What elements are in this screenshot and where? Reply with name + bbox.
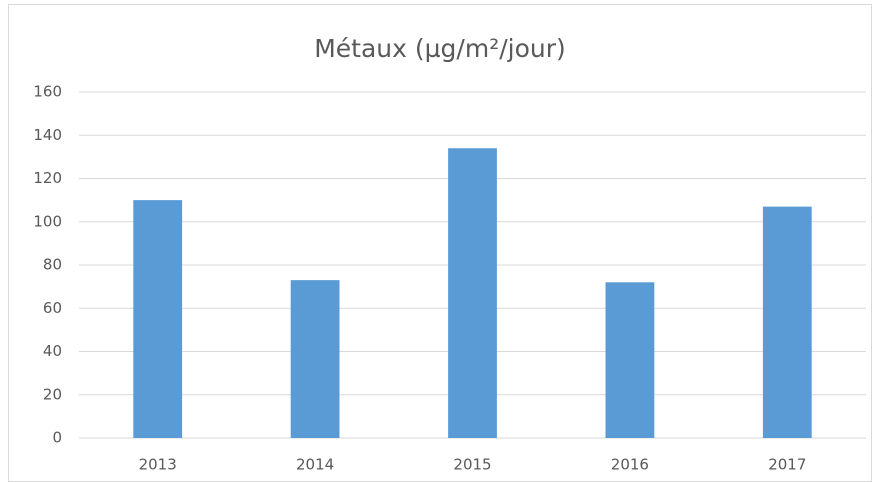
y-tick-label: 60	[43, 299, 62, 317]
chart-title: Métaux (µg/m²/jour)	[314, 34, 566, 63]
y-tick-label: 160	[33, 83, 62, 101]
bar	[605, 282, 655, 438]
x-tick-label: 2015	[453, 456, 491, 474]
bar	[762, 206, 812, 438]
y-tick-label: 100	[33, 212, 62, 230]
y-tick-label: 20	[43, 385, 62, 403]
y-tick-label: 0	[52, 429, 62, 447]
x-tick-label: 2017	[768, 456, 806, 474]
y-tick-label: 40	[43, 342, 62, 360]
y-tick-label: 140	[33, 126, 62, 144]
y-tick-label: 80	[43, 256, 62, 274]
y-tick-label: 120	[33, 169, 62, 187]
x-tick-label: 2014	[296, 456, 334, 474]
bar	[448, 148, 497, 438]
x-tick-label: 2013	[139, 456, 177, 474]
x-tick-label: 2016	[611, 456, 649, 474]
bar	[133, 200, 183, 438]
bar	[290, 280, 340, 438]
